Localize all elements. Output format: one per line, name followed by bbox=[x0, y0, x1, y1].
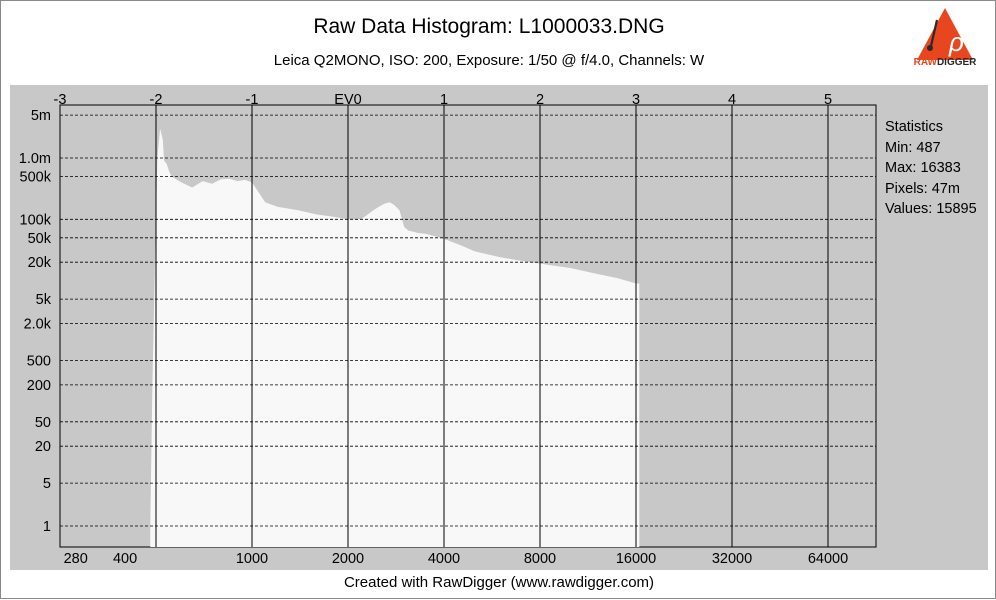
logo-text-digger: DIGGER bbox=[936, 57, 977, 68]
x-bottom-tick-label: 400 bbox=[113, 551, 137, 567]
y-tick-label: 500 bbox=[27, 353, 51, 369]
svg-text:ρ: ρ bbox=[948, 27, 964, 57]
x-top-tick-label: 2 bbox=[536, 92, 544, 108]
statistics-panel: Statistics Min: 487 Max: 16383 Pixels: 4… bbox=[885, 117, 977, 220]
statistics-min: Min: 487 bbox=[885, 139, 941, 156]
x-top-tick-label: 5 bbox=[824, 92, 832, 108]
y-tick-label: 500k bbox=[20, 169, 52, 185]
y-tick-label: 1.0m bbox=[19, 151, 51, 167]
x-top-tick-label: -1 bbox=[246, 92, 259, 108]
logo-text-raw: RAW bbox=[913, 57, 937, 68]
y-tick-label: 50k bbox=[28, 231, 52, 247]
y-tick-label: 100k bbox=[20, 212, 52, 228]
x-bottom-tick-label: 8000 bbox=[524, 551, 556, 567]
chart-title: Raw Data Histogram: L1000033.DNG bbox=[313, 15, 665, 38]
x-top-tick-label: EV0 bbox=[334, 92, 361, 108]
y-tick-label: 5m bbox=[31, 108, 51, 124]
y-tick-label: 5k bbox=[36, 292, 52, 308]
y-tick-label: 1 bbox=[43, 519, 51, 535]
y-tick-label: 200 bbox=[27, 378, 51, 394]
statistics-max: Max: 16383 bbox=[885, 160, 961, 176]
x-top-tick-label: 4 bbox=[728, 92, 736, 108]
x-top-tick-label: -2 bbox=[150, 92, 163, 108]
chart-subtitle: Leica Q2MONO, ISO: 200, Exposure: 1/50 @… bbox=[273, 52, 705, 69]
y-tick-label: 20 bbox=[35, 439, 51, 455]
x-top-tick-label: 3 bbox=[632, 92, 640, 108]
statistics-values: Values: 15895 bbox=[885, 201, 977, 217]
x-top-tick-label: 1 bbox=[440, 92, 448, 108]
y-tick-label: 2.0k bbox=[24, 317, 52, 333]
x-bottom-tick-label: 2000 bbox=[332, 551, 364, 567]
rawdigger-logo: ρ bbox=[917, 8, 973, 60]
statistics-pixels: Pixels: 47m bbox=[885, 180, 960, 197]
statistics-heading: Statistics bbox=[885, 119, 944, 135]
x-bottom-tick-label: 1000 bbox=[236, 551, 268, 567]
x-bottom-tick-label: 32000 bbox=[712, 551, 752, 567]
x-top-tick-label: -3 bbox=[54, 92, 67, 108]
x-bottom-tick-label: 4000 bbox=[428, 551, 460, 567]
y-tick-label: 50 bbox=[35, 415, 51, 431]
x-bottom-tick-label: 64000 bbox=[808, 551, 848, 567]
histogram-area bbox=[150, 128, 640, 547]
y-tick-label: 20k bbox=[28, 255, 52, 271]
x-bottom-tick-label: 16000 bbox=[616, 551, 656, 567]
footer-credit: Created with RawDigger (www.rawdigger.co… bbox=[343, 574, 655, 591]
y-tick-label: 5 bbox=[43, 476, 51, 492]
x-bottom-tick-label: 280 bbox=[64, 551, 88, 567]
logo-wordmark: RAWDIGGER bbox=[913, 57, 977, 68]
